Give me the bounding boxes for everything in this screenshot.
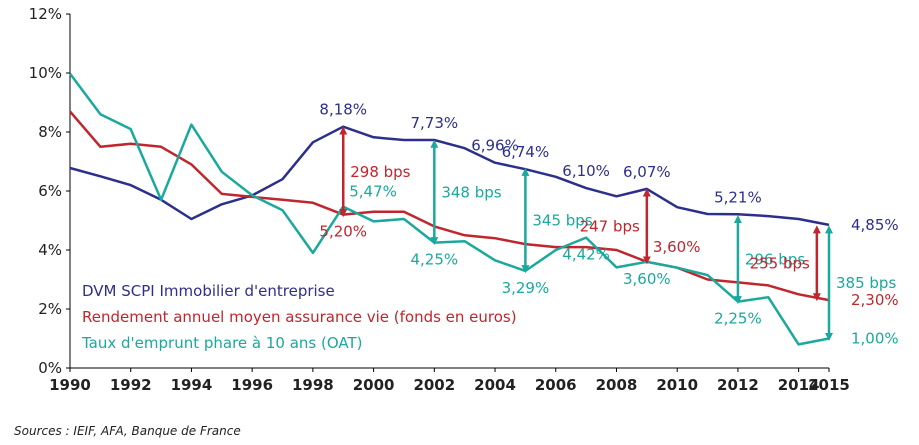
data-label: 3,60% xyxy=(623,270,671,288)
x-tick-label: 2004 xyxy=(474,376,516,394)
data-label: 4,85% xyxy=(851,216,899,234)
data-label: 6,74% xyxy=(502,143,550,161)
data-label: 6,07% xyxy=(623,163,671,181)
spread-label: 348 bps xyxy=(441,183,501,201)
x-tick-label: 2000 xyxy=(353,376,395,394)
data-label: 5,47% xyxy=(349,183,397,201)
series-line-oat xyxy=(68,72,830,346)
series-line-assurance xyxy=(69,110,830,302)
x-tick-label: 1990 xyxy=(49,376,91,394)
series-line-dvm xyxy=(69,125,830,227)
x-tick-label: 1996 xyxy=(231,376,273,394)
data-label: 1,00% xyxy=(851,330,899,348)
series-lines xyxy=(68,72,830,346)
x-tick-label: 2008 xyxy=(596,376,638,394)
data-label: 7,73% xyxy=(410,114,458,132)
x-tick-label: 1992 xyxy=(110,376,152,394)
data-label: 8,18% xyxy=(319,101,367,119)
spread-label: 247 bps xyxy=(580,217,640,235)
spread-label: 298 bps xyxy=(350,163,410,181)
y-tick-label: 6% xyxy=(38,182,62,200)
x-tick-label: 2012 xyxy=(717,376,759,394)
y-tick-label: 10% xyxy=(29,64,62,82)
y-tick-label: 0% xyxy=(38,359,62,377)
data-label: 2,25% xyxy=(714,310,762,328)
legend-item-assurance: Rendement annuel moyen assurance vie (fo… xyxy=(82,308,517,326)
axes: 0% 2% 4% 6% 8% 10% 12% 1990 1992 1994 1996 1998 2000… xyxy=(29,5,850,394)
y-tick-label: 2% xyxy=(38,300,62,318)
x-tick-label: 1998 xyxy=(292,376,334,394)
x-tick-label: 2006 xyxy=(535,376,577,394)
spread-label: 296 bps xyxy=(745,251,805,269)
x-tick-label: 2014 xyxy=(778,376,820,394)
data-label: 2,30% xyxy=(851,291,899,309)
data-label: 4,42% xyxy=(562,246,610,264)
data-label: 3,29% xyxy=(502,279,550,297)
spread-label: 255 bps xyxy=(750,254,810,272)
y-tick-label: 4% xyxy=(38,241,62,259)
y-tick-label: 12% xyxy=(29,5,62,23)
legend-item-dvm: DVM SCPI Immobilier d'entreprise xyxy=(82,282,335,300)
legend: DVM SCPI Immobilier d'entreprise Rendemen… xyxy=(81,282,517,352)
x-tick-label: 1994 xyxy=(171,376,213,394)
legend-item-oat: Taux d'emprunt phare à 10 ans (OAT) xyxy=(81,334,363,352)
spread-label: 385 bps xyxy=(836,274,896,292)
x-tick-label: 2015 xyxy=(808,376,850,394)
data-label: 3,60% xyxy=(653,238,701,256)
data-label: 4,25% xyxy=(410,251,458,269)
x-tick-label: 2002 xyxy=(413,376,455,394)
data-label: 6,96% xyxy=(471,137,519,155)
data-label: 6,10% xyxy=(562,162,610,180)
source-note: Sources : IEIF, AFA, Banque de France xyxy=(14,424,241,438)
spread-label: 345 bps xyxy=(532,212,592,230)
data-label: 5,20% xyxy=(319,223,367,241)
x-tick-label: 2010 xyxy=(656,376,698,394)
data-label: 5,21% xyxy=(714,188,762,206)
point-labels: 8,18% 7,73% 6,96%6,74% 6,10% 6,07% 5,21% 4,85%… xyxy=(319,101,898,348)
y-tick-label: 8% xyxy=(38,123,62,141)
